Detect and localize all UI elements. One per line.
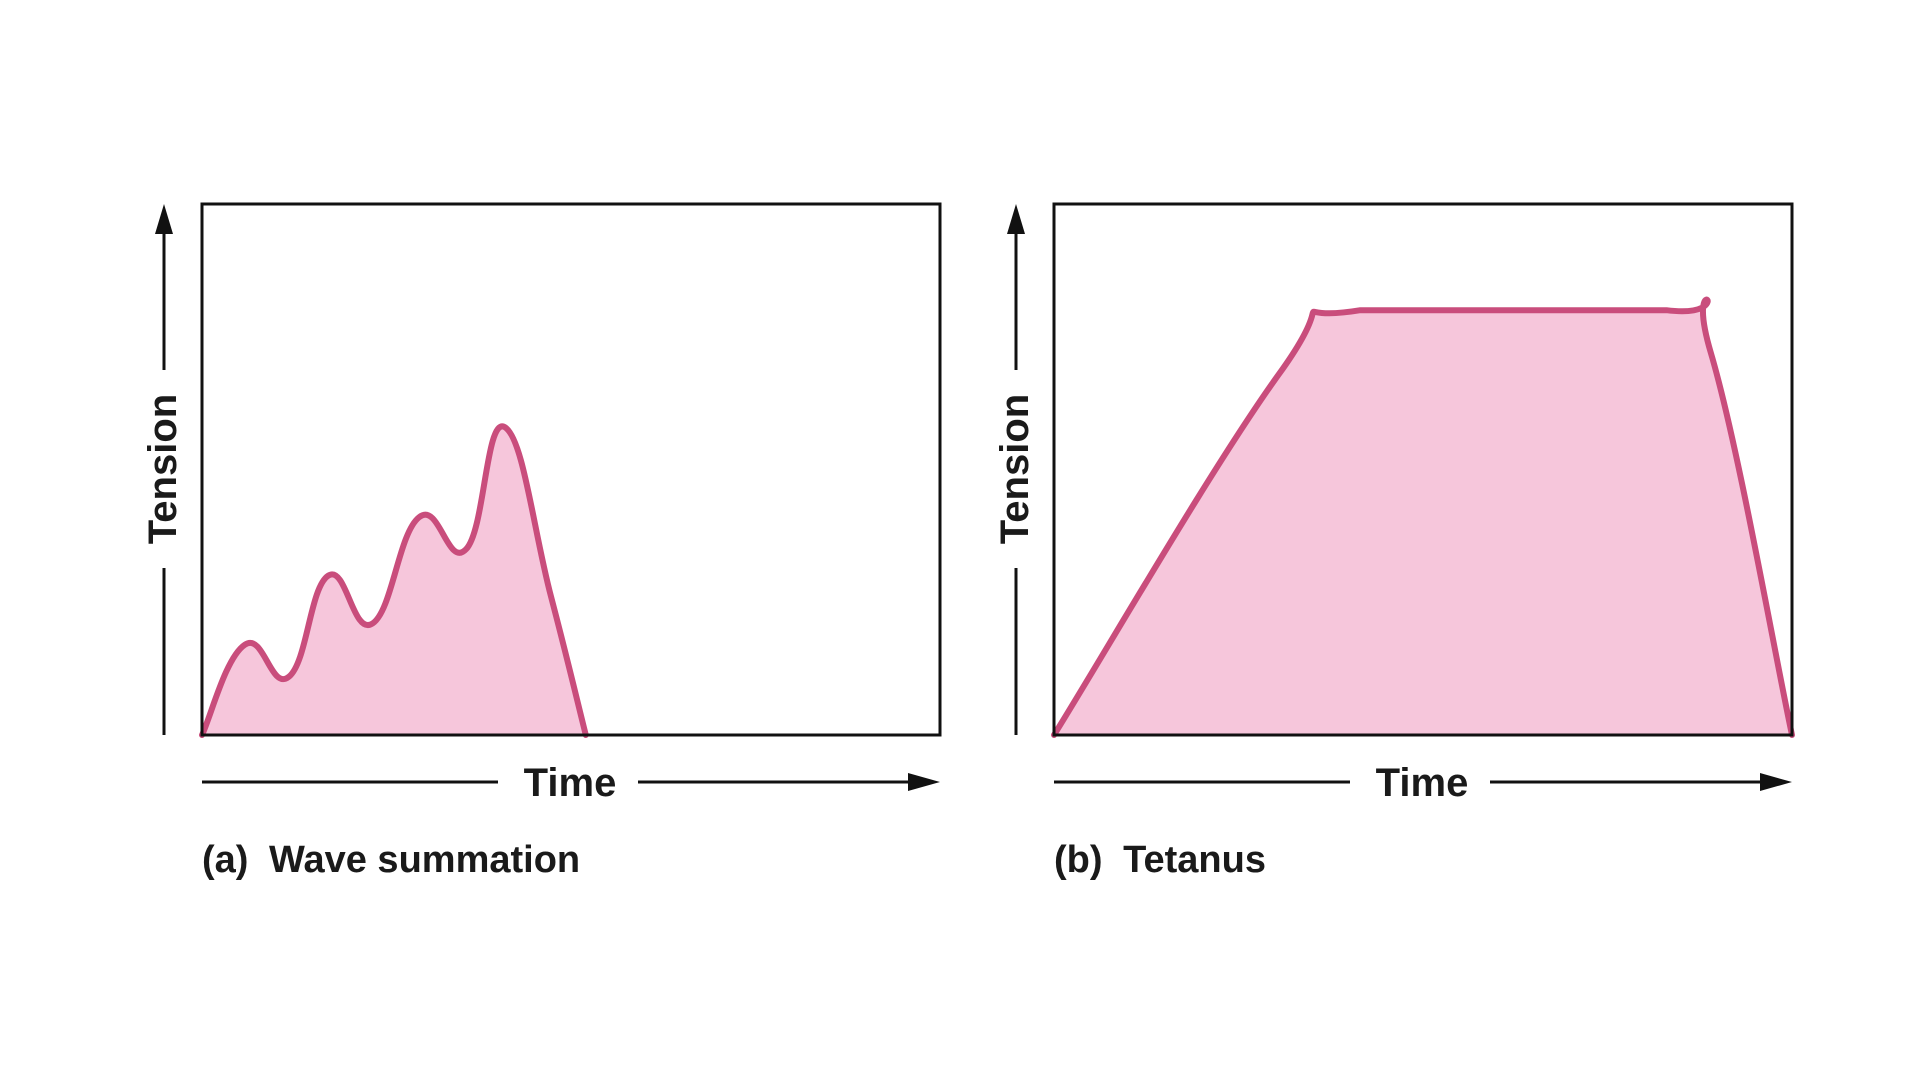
x-axis-label: Time [1376,761,1469,805]
y-axis-label: Tension [993,394,1037,544]
tension-curve [199,423,589,738]
plot-frame [1052,202,1794,737]
panel-wave-summation: Tension Time (a) Wave summation [141,202,942,881]
panel-letter: (b) [1054,839,1103,881]
panel-title: Tetanus [1123,839,1266,881]
tension-area [1054,299,1792,735]
x-axis-label: Time [524,761,617,805]
y-axis-arrowhead-icon [1007,204,1025,234]
y-axis-label: Tension [141,394,185,544]
panel-caption: (a) Wave summation [202,839,580,881]
y-axis-arrowhead-icon [155,204,173,234]
tetanus-chart: Tension Time (b) Tetanus [993,202,1795,881]
panel-caption: (b) Tetanus [1054,839,1266,881]
tension-curve [1051,296,1795,738]
x-axis-arrowhead-icon [1760,773,1792,791]
panel-letter: (a) [202,839,248,881]
wave-summation-chart: Tension Time (a) Wave summation [141,202,942,881]
x-axis-arrowhead-icon [908,773,940,791]
panel-tetanus: Tension Time (b) Tetanus [852,0,1920,1080]
panel-title: Wave summation [269,839,580,881]
plot-frame [200,202,942,737]
